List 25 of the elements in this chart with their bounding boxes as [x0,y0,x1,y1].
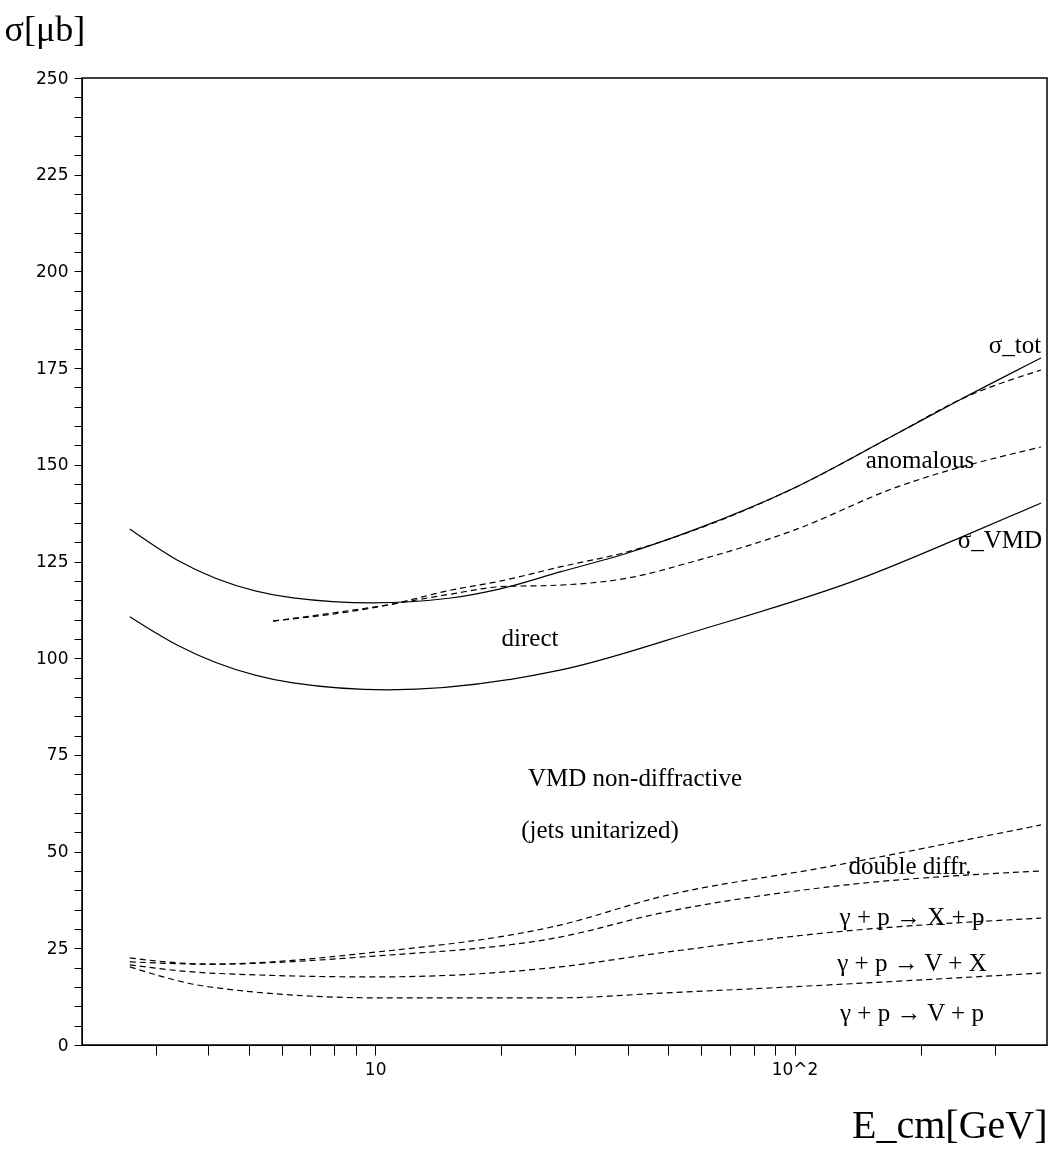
annotation: σ_VMD [957,526,1043,553]
annotation: double diffr. [848,852,972,879]
y-tick-label: 200 [36,260,69,281]
y-tick-label: 100 [36,647,69,668]
annotation: anomalous [865,446,975,473]
y-tick-label: 175 [36,357,69,378]
y-tick-label: 50 [46,841,69,862]
annotation: direct [501,624,559,651]
y-tick-label: 125 [36,551,69,571]
annotation: VMD non-diffractive [527,764,743,791]
x-tick-label: 10^2 [771,1058,819,1079]
y-axis-title: σ[μb] [4,8,86,49]
y-tick-label: 150 [36,454,69,475]
x-axis-title: E_cm[GeV] [852,1101,1048,1147]
x-tick-label: 10 [364,1058,387,1079]
y-tick-label: 225 [36,164,69,185]
annotation: γ + p → V + X [836,949,987,976]
y-tick-label: 75 [46,744,69,765]
annotation: (jets unitarized) [521,816,679,844]
y-tick-label: 0 [57,1034,69,1055]
annotation: γ + p → X + p [838,903,985,930]
annotation: σ_tot [988,331,1042,358]
y-tick-label: 25 [46,937,69,958]
annotation: γ + p → V + p [839,999,984,1026]
y-tick-label: 250 [36,67,69,88]
